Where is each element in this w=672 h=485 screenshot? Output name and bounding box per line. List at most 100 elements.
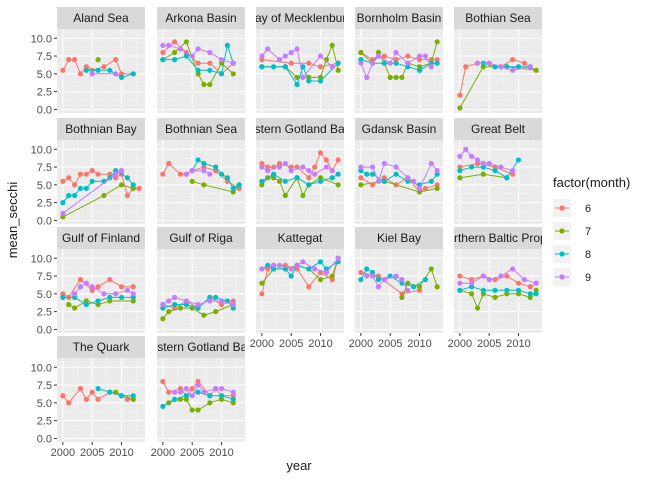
- data-point-month-9: [72, 291, 78, 297]
- data-point-month-7: [317, 74, 324, 81]
- data-point-month-7: [201, 182, 207, 188]
- data-point-month-8: [160, 305, 166, 311]
- data-point-month-9: [230, 60, 236, 66]
- data-point-month-8: [405, 64, 411, 70]
- data-point-month-8: [130, 393, 136, 399]
- facet-strip: [57, 118, 145, 140]
- data-point-month-9: [457, 153, 463, 159]
- series-line-month-6: [62, 387, 134, 404]
- data-point-month-8: [118, 294, 125, 301]
- facet-panel: Gulf of Finland 0.0 2.5 5.0 7.5 10.0: [31, 227, 145, 336]
- facet-panel: Northern Baltic Proper 2000 2005 2010: [448, 227, 542, 350]
- data-point-month-6: [457, 164, 463, 170]
- data-point-month-8: [77, 185, 84, 192]
- data-point-month-8: [83, 301, 89, 308]
- data-point-month-6: [60, 178, 66, 184]
- data-point-month-8: [492, 287, 498, 293]
- data-point-month-8: [480, 287, 486, 293]
- data-point-month-9: [375, 178, 382, 184]
- data-point-month-9: [329, 64, 335, 70]
- data-point-month-9: [265, 46, 271, 52]
- data-point-month-6: [89, 168, 95, 174]
- series-line-month-6: [459, 162, 513, 175]
- facet-strip: [355, 227, 443, 249]
- legend-label: 7: [585, 226, 591, 238]
- data-point-month-9: [160, 301, 166, 308]
- data-point-month-8: [370, 171, 376, 177]
- data-point-month-9: [276, 262, 283, 268]
- data-point-month-8: [124, 175, 130, 181]
- data-point-month-8: [317, 259, 324, 265]
- data-point-month-6: [474, 160, 481, 167]
- data-point-month-6: [160, 171, 166, 177]
- series-line-month-8: [261, 261, 339, 277]
- data-point-month-9: [276, 164, 283, 170]
- data-point-month-9: [486, 160, 492, 167]
- data-point-month-6: [306, 60, 312, 66]
- facet-title: Aland Sea: [73, 11, 129, 25]
- data-point-month-6: [113, 57, 119, 63]
- data-point-month-9: [259, 164, 265, 170]
- data-point-month-7: [95, 301, 101, 308]
- data-point-month-8: [195, 157, 201, 163]
- data-point-month-7: [294, 74, 300, 81]
- data-point-month-8: [300, 64, 306, 70]
- y-tick-label: 2.5: [37, 198, 52, 210]
- data-point-month-8: [195, 389, 201, 395]
- data-point-month-6: [416, 57, 423, 63]
- x-tick-label: 2005: [477, 338, 501, 350]
- x-tick-label: 2005: [279, 338, 303, 350]
- data-point-month-8: [434, 60, 440, 66]
- data-point-month-6: [422, 185, 428, 192]
- data-point-month-9: [405, 175, 411, 181]
- facet-panel: Bothian Sea: [454, 7, 542, 113]
- data-point-month-9: [195, 46, 201, 52]
- facet-title: Gdansk Basin: [362, 122, 437, 136]
- data-point-month-7: [329, 42, 335, 48]
- data-point-month-9: [335, 255, 341, 261]
- data-point-month-9: [486, 60, 492, 66]
- data-point-month-9: [259, 266, 265, 272]
- data-point-month-7: [72, 305, 78, 311]
- y-axis-title: mean_secchi: [5, 182, 20, 259]
- data-point-month-8: [172, 57, 178, 63]
- data-point-month-8: [335, 60, 341, 66]
- data-point-month-6: [405, 53, 411, 59]
- data-point-month-7: [434, 185, 440, 192]
- data-point-month-6: [101, 64, 107, 70]
- data-point-month-6: [60, 393, 66, 399]
- facet-title: Kiel Bay: [377, 231, 421, 245]
- data-point-month-8: [130, 71, 136, 77]
- data-point-month-9: [166, 298, 172, 304]
- data-point-month-6: [288, 60, 294, 66]
- data-point-month-7: [118, 182, 125, 188]
- data-point-month-6: [218, 301, 225, 308]
- x-tick-label: 2010: [308, 338, 332, 350]
- facet-title: Great Belt: [471, 122, 526, 136]
- y-tick-label: 7.5: [37, 271, 52, 283]
- data-point-month-9: [375, 53, 382, 59]
- facet-panel: Aland Sea 0.0 2.5 5.0 7.5 10.0: [31, 7, 145, 116]
- data-point-month-8: [224, 42, 230, 48]
- data-point-month-6: [160, 378, 166, 385]
- data-point-month-6: [469, 277, 475, 283]
- data-point-month-7: [358, 182, 364, 188]
- y-tick-label: 7.5: [37, 162, 52, 174]
- data-point-month-9: [230, 389, 236, 395]
- facet-strip: [256, 7, 344, 29]
- data-point-month-9: [218, 57, 225, 63]
- data-point-month-8: [469, 284, 475, 290]
- data-point-month-9: [370, 273, 376, 279]
- series-line-month-9: [360, 51, 432, 79]
- data-point-month-7: [300, 192, 306, 199]
- data-point-month-7: [282, 192, 288, 199]
- facet-strip: [57, 336, 145, 358]
- data-point-month-6: [124, 192, 130, 199]
- y-tick-label: 5.0: [37, 69, 52, 81]
- data-point-month-8: [271, 171, 277, 177]
- data-point-month-9: [399, 277, 405, 283]
- y-tick-label: 7.5: [37, 51, 52, 63]
- data-point-month-7: [83, 298, 89, 304]
- data-point-month-9: [387, 60, 393, 66]
